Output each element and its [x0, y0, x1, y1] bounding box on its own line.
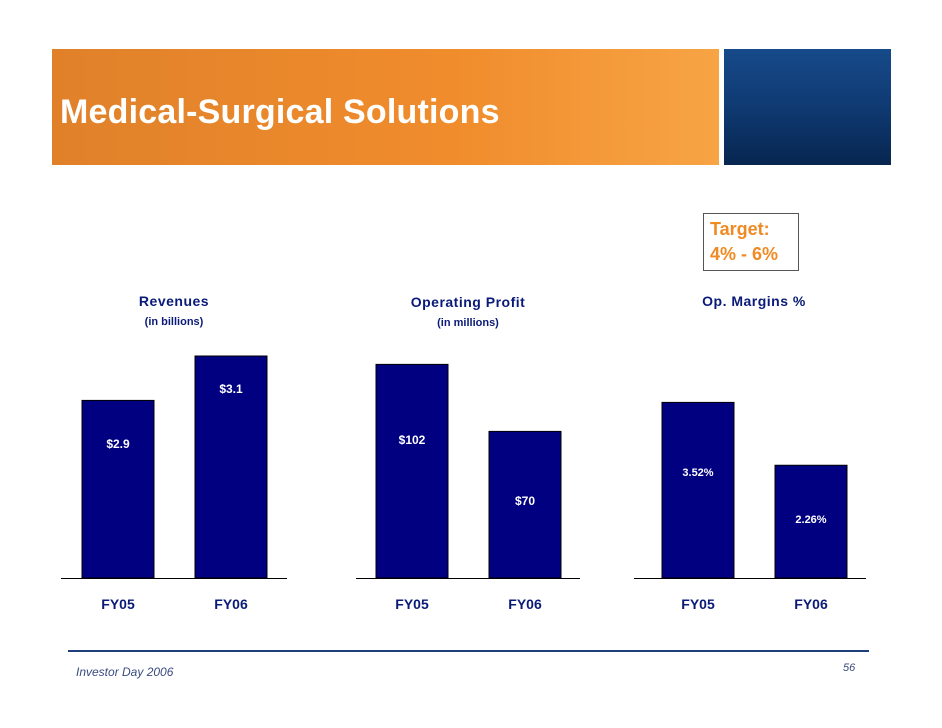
category-label: FY05	[101, 596, 135, 612]
category-label: FY05	[681, 596, 715, 612]
bar	[81, 399, 155, 579]
page-title: Medical-Surgical Solutions	[60, 93, 500, 131]
category-label: FY06	[214, 596, 248, 612]
bar	[194, 355, 268, 579]
target-callout: Target: 4% - 6%	[703, 213, 799, 271]
chart-title: Revenues	[139, 293, 209, 309]
chart-title: Operating Profit	[411, 294, 526, 310]
category-label: FY06	[508, 596, 542, 612]
category-label: FY05	[395, 596, 429, 612]
bar-value-label: $102	[399, 433, 426, 447]
target-label: Target:	[710, 219, 770, 239]
bar-value-label: $70	[515, 494, 535, 508]
bar-value-label: 2.26%	[795, 514, 826, 526]
bar-value-label: 3.52%	[682, 467, 713, 479]
footer-divider	[68, 650, 869, 652]
chart-subtitle: (in billions)	[145, 316, 204, 328]
target-range: 4% - 6%	[710, 244, 779, 264]
bar-value-label: $2.9	[106, 437, 130, 451]
page-number: 56	[843, 662, 856, 674]
footer-text: Investor Day 2006	[76, 665, 174, 679]
header-bar	[52, 49, 719, 165]
bar	[375, 363, 449, 579]
bar	[774, 464, 848, 579]
chart-subtitle: (in millions)	[437, 317, 499, 329]
category-label: FY06	[794, 596, 828, 612]
chart-title: Op. Margins %	[702, 293, 806, 309]
bar	[661, 401, 735, 579]
header-accent-block	[724, 49, 891, 165]
bar-value-label: $3.1	[219, 382, 243, 396]
